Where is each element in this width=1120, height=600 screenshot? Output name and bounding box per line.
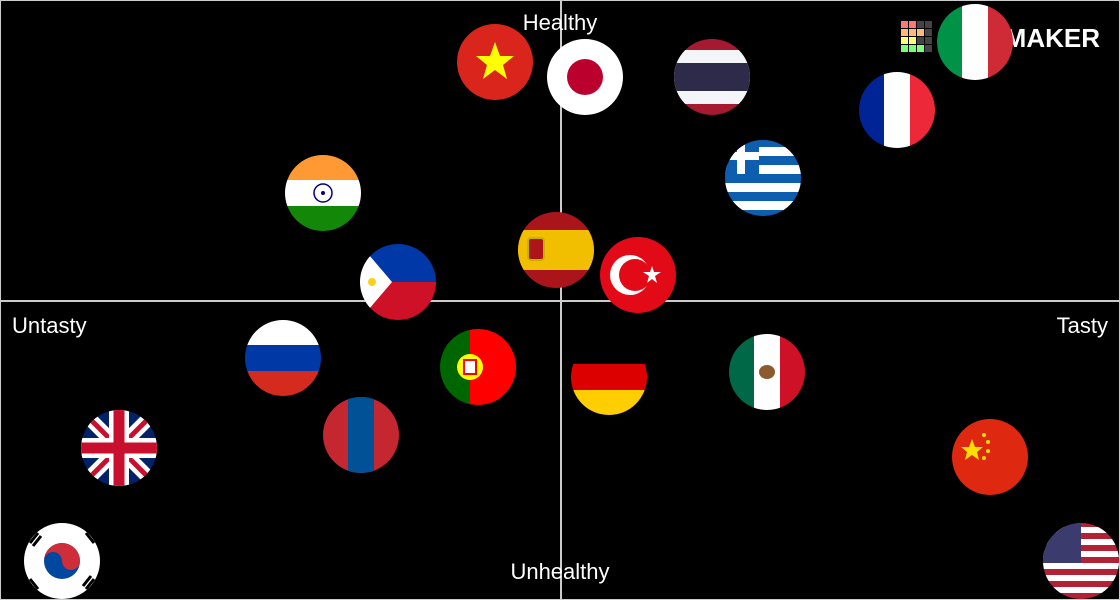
flag — [674, 39, 750, 115]
flag — [547, 39, 623, 115]
flag — [24, 523, 100, 599]
logo-text: MAKER — [1005, 23, 1101, 53]
logo: MAKER — [901, 21, 1100, 53]
flag — [81, 410, 157, 486]
top-label: Healthy — [523, 10, 598, 35]
flag — [952, 419, 1028, 495]
flag — [323, 397, 399, 473]
flag — [725, 140, 801, 216]
flag — [518, 212, 594, 288]
flags — [24, 4, 1119, 599]
flag — [600, 237, 676, 313]
right-label: Tasty — [1057, 313, 1108, 338]
left-label: Untasty — [12, 313, 87, 338]
bottom-label: Unhealthy — [510, 559, 609, 584]
flag — [457, 24, 533, 100]
